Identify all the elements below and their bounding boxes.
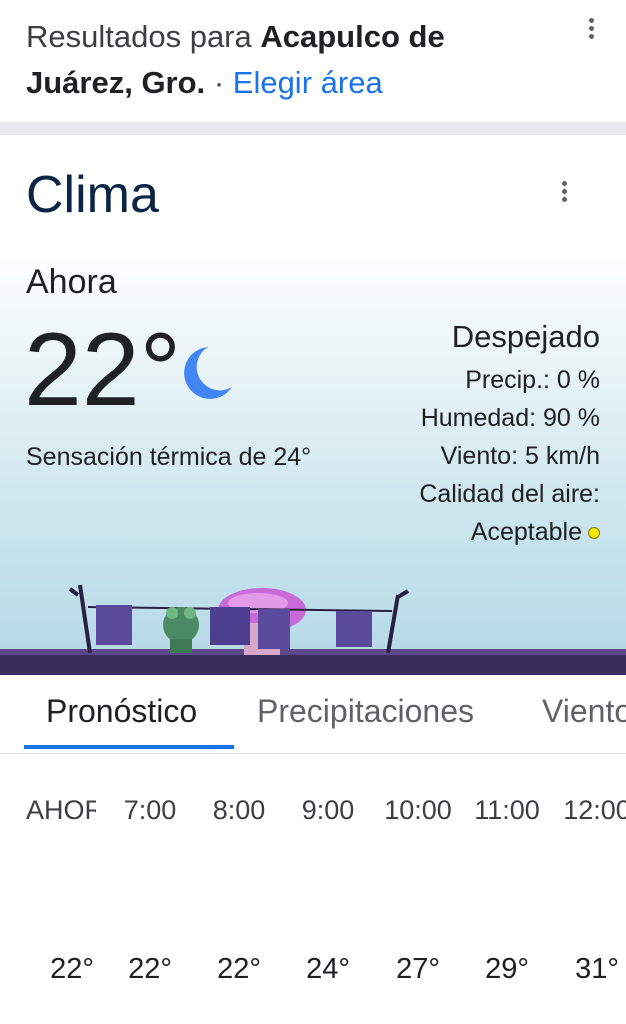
location: Acapulco de Juárez, Gro. <box>26 19 445 100</box>
condition: Despejado <box>451 319 600 354</box>
moon-icon <box>184 347 232 399</box>
tab[interactable]: Viento <box>542 693 626 729</box>
hour-time: 9:00 <box>301 795 355 825</box>
air-quality-row: Aceptable <box>419 513 600 551</box>
air-quality-dot <box>588 527 600 540</box>
sky-background <box>0 135 626 675</box>
hour-temp: 27° <box>396 953 440 985</box>
results-text: Resultados para Acapulco de Juárez, Gro.… <box>26 14 546 106</box>
tab[interactable]: Precipitaciones <box>257 693 474 729</box>
card-menu[interactable] <box>562 181 568 205</box>
divider <box>0 122 626 135</box>
hour-time: 8:00 <box>212 795 266 825</box>
hour-temp: 22° <box>50 953 94 985</box>
detail: Humedad: 90 % <box>420 404 600 432</box>
illustration <box>0 584 626 675</box>
weather-card: Clima Ahora 22° Sensación térmica de 24°… <box>0 135 626 1024</box>
active-tab-indicator <box>24 745 234 749</box>
choose-area-link[interactable]: Elegir área <box>232 65 383 100</box>
detail: Calidad del aire: <box>419 480 600 508</box>
tab-bar: Pronóstico Precipitaciones Viento <box>0 675 626 754</box>
card-title: Clima <box>26 166 159 224</box>
hour-temp: 22° <box>217 953 261 985</box>
search-header: Resultados para Acapulco de Juárez, Gro.… <box>0 0 626 122</box>
hour-time: 11:00 <box>474 795 540 825</box>
current-temp: 22° <box>24 312 182 428</box>
hour-temp: 24° <box>306 953 350 985</box>
hour-temp: 22° <box>128 953 172 985</box>
hourly-forecast: AHORA 22° 7:00 22° 8:00 22° 9:00 24° 10:00 27° 11:… <box>0 755 626 1024</box>
header-menu[interactable] <box>589 18 595 42</box>
detail: Precip.: 0 % <box>465 366 600 394</box>
hour-temp: 31° <box>575 953 619 985</box>
hour-time: 10:00 <box>384 795 452 825</box>
hour-temp: 29° <box>485 953 529 985</box>
details: Precip.: 0 % Humedad: 90 % Viento: 5 km/h C… <box>419 361 600 513</box>
tab[interactable]: Pronóstico <box>46 693 198 729</box>
hour-time: 7:00 <box>123 795 177 825</box>
results-prefix: Resultados para <box>26 19 252 54</box>
feels-like: Sensación térmica de 24° <box>26 443 312 471</box>
detail: Viento: 5 km/h <box>440 442 600 470</box>
separator: · <box>213 65 225 100</box>
hour-time: 12:00 <box>563 795 626 825</box>
now-label: Ahora <box>26 263 117 301</box>
hour-time: AHORA <box>26 795 96 825</box>
conditions: Despejado Precip.: 0 % Humedad: 90 % Vient… <box>419 315 600 551</box>
air-quality: Aceptable <box>470 518 582 546</box>
